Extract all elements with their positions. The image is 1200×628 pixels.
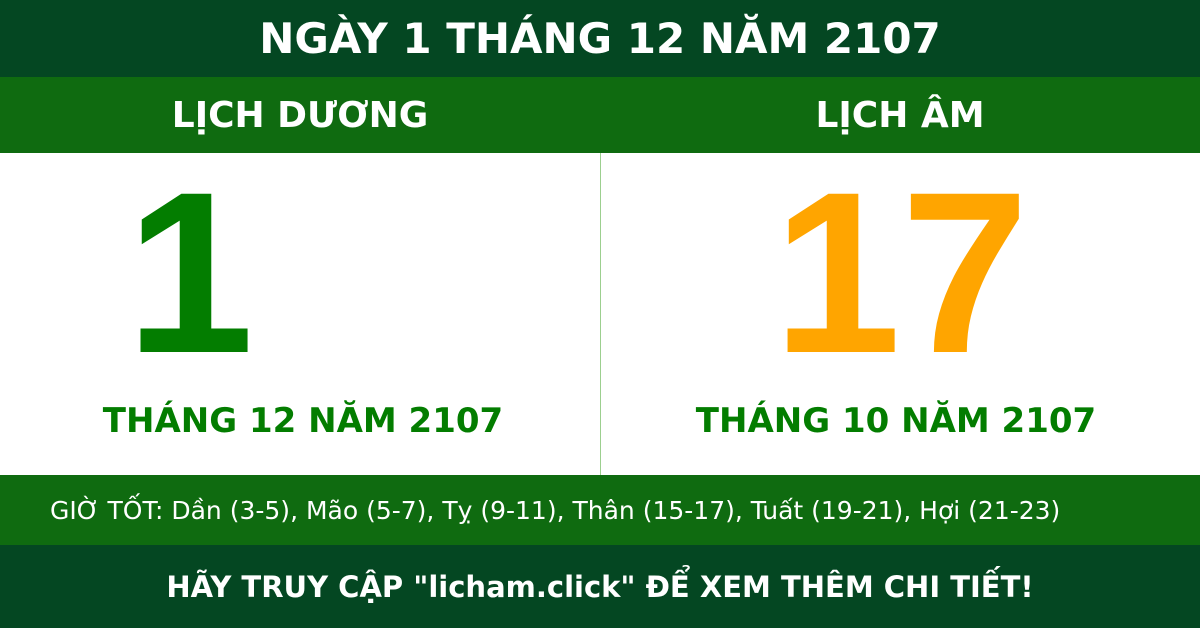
page-title: NGÀY 1 THÁNG 12 NĂM 2107 — [0, 0, 1200, 77]
solar-month-year: THÁNG 12 NĂM 2107 — [102, 401, 504, 441]
lunar-month-year: THÁNG 10 NĂM 2107 — [695, 401, 1097, 441]
solar-calendar-label: LỊCH DƯƠNG — [171, 94, 429, 136]
calendar-headers: LỊCH DƯƠNG LỊCH ÂM — [0, 77, 1200, 153]
good-hours: GIỜ TỐT: Dần (3-5), Mão (5-7), Tỵ (9-11)… — [0, 475, 1200, 545]
solar-panel: 1 THÁNG 12 NĂM 2107 — [0, 153, 600, 475]
lunar-calendar-label: LỊCH ÂM — [815, 94, 985, 136]
solar-day: 1 — [126, 144, 254, 401]
lunar-day: 17 — [773, 144, 1029, 401]
footer-cta: HÃY TRUY CẬP "licham.click" ĐỂ XEM THÊM … — [0, 545, 1200, 628]
lunar-panel: 17 THÁNG 10 NĂM 2107 — [600, 153, 1200, 475]
